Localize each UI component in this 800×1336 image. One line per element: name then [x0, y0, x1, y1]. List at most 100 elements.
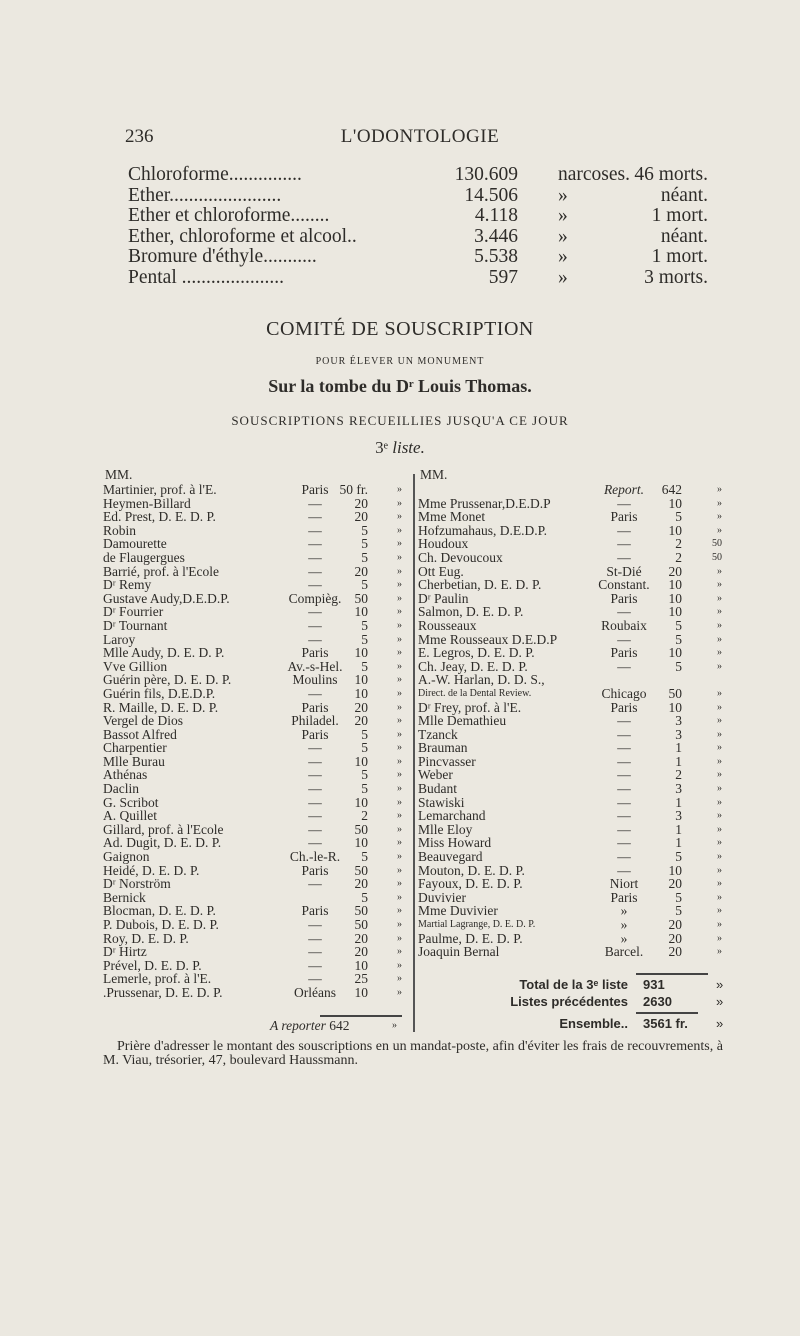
- subscriber-name: Direct. de la Dental Review.: [418, 687, 532, 699]
- subscribers-left-column: MM. Martinier, prof. à l'E. Paris 50 fr.» H…: [103, 466, 408, 1000]
- amount-centimes: »: [717, 497, 722, 509]
- subscriber-row: .Prussenar, D. E. D. P. Orléans 10 »: [103, 986, 408, 1000]
- amount-centimes: »: [397, 633, 402, 645]
- subscriber-city: —: [617, 522, 631, 538]
- unit: »: [558, 246, 568, 267]
- subscriber-row: Martinier, prof. à l'E. Paris 50 fr. »: [103, 483, 408, 497]
- subscriber-name: Ad. Dugit, D. E. D. P.: [103, 835, 222, 851]
- subscriber-city: —: [308, 794, 322, 810]
- subscriber-name: Mme Duvivier: [418, 903, 498, 919]
- amount-francs: 20: [668, 876, 683, 892]
- subscriber-name: Lemerle, prof. à l'E.: [103, 971, 212, 987]
- amount-francs: 50 fr.: [339, 482, 369, 497]
- subscriber-name: Miss Howard: [418, 835, 492, 851]
- amount-centimes: 50: [712, 551, 722, 563]
- amount-francs: 3: [675, 726, 682, 742]
- subscriber-city: Barcel.: [604, 944, 644, 960]
- subscriber-name: Dʳ Paulin: [418, 590, 469, 606]
- grand-total-label: Ensemble..: [559, 1016, 628, 1031]
- amount-francs: 10: [668, 699, 683, 715]
- subscriber-name: Prével, D. E. D. P.: [103, 957, 202, 973]
- subscriber-name: Barrié, prof. à l'Ecole: [103, 563, 220, 579]
- subscriber-name: Bassot Alfred: [103, 726, 177, 742]
- subscriber-row: Guérin père, D. E. D. P. Moulins 10 »: [103, 673, 408, 687]
- amount-centimes: »: [717, 687, 722, 699]
- outcome: 46 morts.: [634, 164, 708, 185]
- subscriber-row: Charpentier — 5 »: [103, 741, 408, 755]
- subscriber-name: Mme Prussenar,D.E.D.P: [418, 495, 551, 511]
- subscriber-row: Prével, D. E. D. P. — 10 »: [103, 959, 408, 973]
- amount-centimes: »: [397, 769, 402, 781]
- list-total-value: 931: [643, 977, 665, 992]
- subscriber-name: .Prussenar, D. E. D. P.: [103, 984, 223, 1000]
- amount-francs: 20: [668, 944, 683, 960]
- amount-centimes: »: [717, 878, 722, 890]
- amount-centimes: »: [397, 565, 402, 577]
- amount-francs: 50: [354, 590, 369, 606]
- amount-centimes: »: [397, 701, 402, 713]
- subscriber-row: Miss Howard — 1 »: [418, 836, 728, 850]
- subscriber-row: Mlle Burau — 10 »: [103, 755, 408, 769]
- unit: »: [558, 266, 568, 288]
- amount-francs: 3: [675, 781, 682, 797]
- running-title: L'ODONTOLOGIE: [340, 126, 500, 147]
- subscriber-row: Heidé, D. E. D. P. Paris 50 »: [103, 864, 408, 878]
- amount-centimes: »: [397, 715, 402, 727]
- subscriber-name: Houdoux: [418, 536, 469, 552]
- subscriber-city: —: [308, 522, 322, 538]
- subscriber-name: Weber: [418, 767, 453, 783]
- subscriber-row: Mlle Audy, D. E. D. P. Paris 10 »: [103, 646, 408, 660]
- carry-forward: A reporter 642 »: [270, 1018, 397, 1033]
- subscriber-row: Gustave Audy,D.E.D.P. Compièg. 50 »: [103, 592, 408, 606]
- amount-centimes: »: [717, 755, 722, 767]
- subscriber-name: Gaignon: [103, 849, 150, 865]
- amount-centimes: »: [397, 755, 402, 767]
- subscriber-city: —: [308, 808, 322, 824]
- amount-centimes: »: [717, 932, 722, 944]
- amount-francs: 1: [675, 835, 682, 851]
- subscriber-row: Houdoux — 2 50: [418, 537, 728, 551]
- subscriber-name: Martial Lagrange, D. E. D. P.: [418, 919, 536, 930]
- subscriber-row: Mme Duvivier » 5 »: [418, 904, 728, 918]
- subscriber-row: Bernick 5 »: [103, 891, 408, 905]
- amount-francs: 1: [675, 740, 682, 756]
- subscriber-row: Blocman, D. E. D. P. Paris 50 »: [103, 904, 408, 918]
- subscriber-name: Mouton, D. E. D. P.: [418, 862, 525, 878]
- grand-total-value: 3561 fr.: [643, 1016, 688, 1031]
- subscriber-row: P. Dubois, D. E. D. P. — 50 »: [103, 918, 408, 932]
- subscriber-city: —: [308, 631, 322, 647]
- amount-centimes: »: [397, 551, 402, 563]
- subscriber-city: —: [308, 781, 322, 797]
- subscriber-city: —: [308, 617, 322, 633]
- amount-francs: 5: [361, 549, 368, 565]
- amount-francs: 5: [361, 617, 368, 633]
- amount-francs: 10: [354, 645, 369, 661]
- subscriber-city: —: [617, 862, 631, 878]
- section-title: COMITÉ DE SOUSCRIPTION: [266, 318, 534, 340]
- subscriber-name: Joaquin Bernal: [418, 944, 500, 960]
- carry-label: A reporter: [270, 1018, 326, 1033]
- amount-francs: 2: [675, 536, 682, 552]
- amount-centimes: »: [717, 810, 722, 822]
- subscriber-row: Heymen-Billard — 20 »: [103, 495, 408, 511]
- subscriber-row: Lemarchand — 3 »: [418, 809, 728, 823]
- subscriber-name: Beauvegard: [418, 849, 483, 865]
- subscriber-row: Cherbetian, D. E. D. P. Constant. 10 »: [418, 578, 728, 592]
- amount-centimes: »: [717, 592, 722, 604]
- subscriber-city: Orléans: [294, 984, 336, 1000]
- subscriber-city: Philadel.: [291, 713, 339, 729]
- subscriber-row: Gillard, prof. à l'Ecole — 50 »: [103, 823, 408, 837]
- amount-centimes: »: [717, 715, 722, 727]
- amount-francs: 50: [668, 685, 683, 701]
- subscriber-city: —: [308, 835, 322, 851]
- agent-name: Ether, chloroforme et alcool..: [128, 225, 357, 247]
- subscriber-name: Heymen-Billard: [103, 495, 191, 511]
- subscriber-city: —: [617, 549, 631, 565]
- subscriber-city: Constant.: [598, 577, 650, 593]
- agent-name: Ether.......................: [128, 184, 282, 206]
- subscriber-row: Mouton, D. E. D. P. — 10 »: [418, 864, 728, 878]
- subscriber-row: Damourette — 5 »: [103, 537, 408, 551]
- subscriber-name: Mme Rousseaux D.E.D.P: [418, 631, 558, 647]
- subscriber-name: Guérin père, D. E. D. P.: [103, 672, 232, 688]
- sum-rule: [320, 1015, 402, 1017]
